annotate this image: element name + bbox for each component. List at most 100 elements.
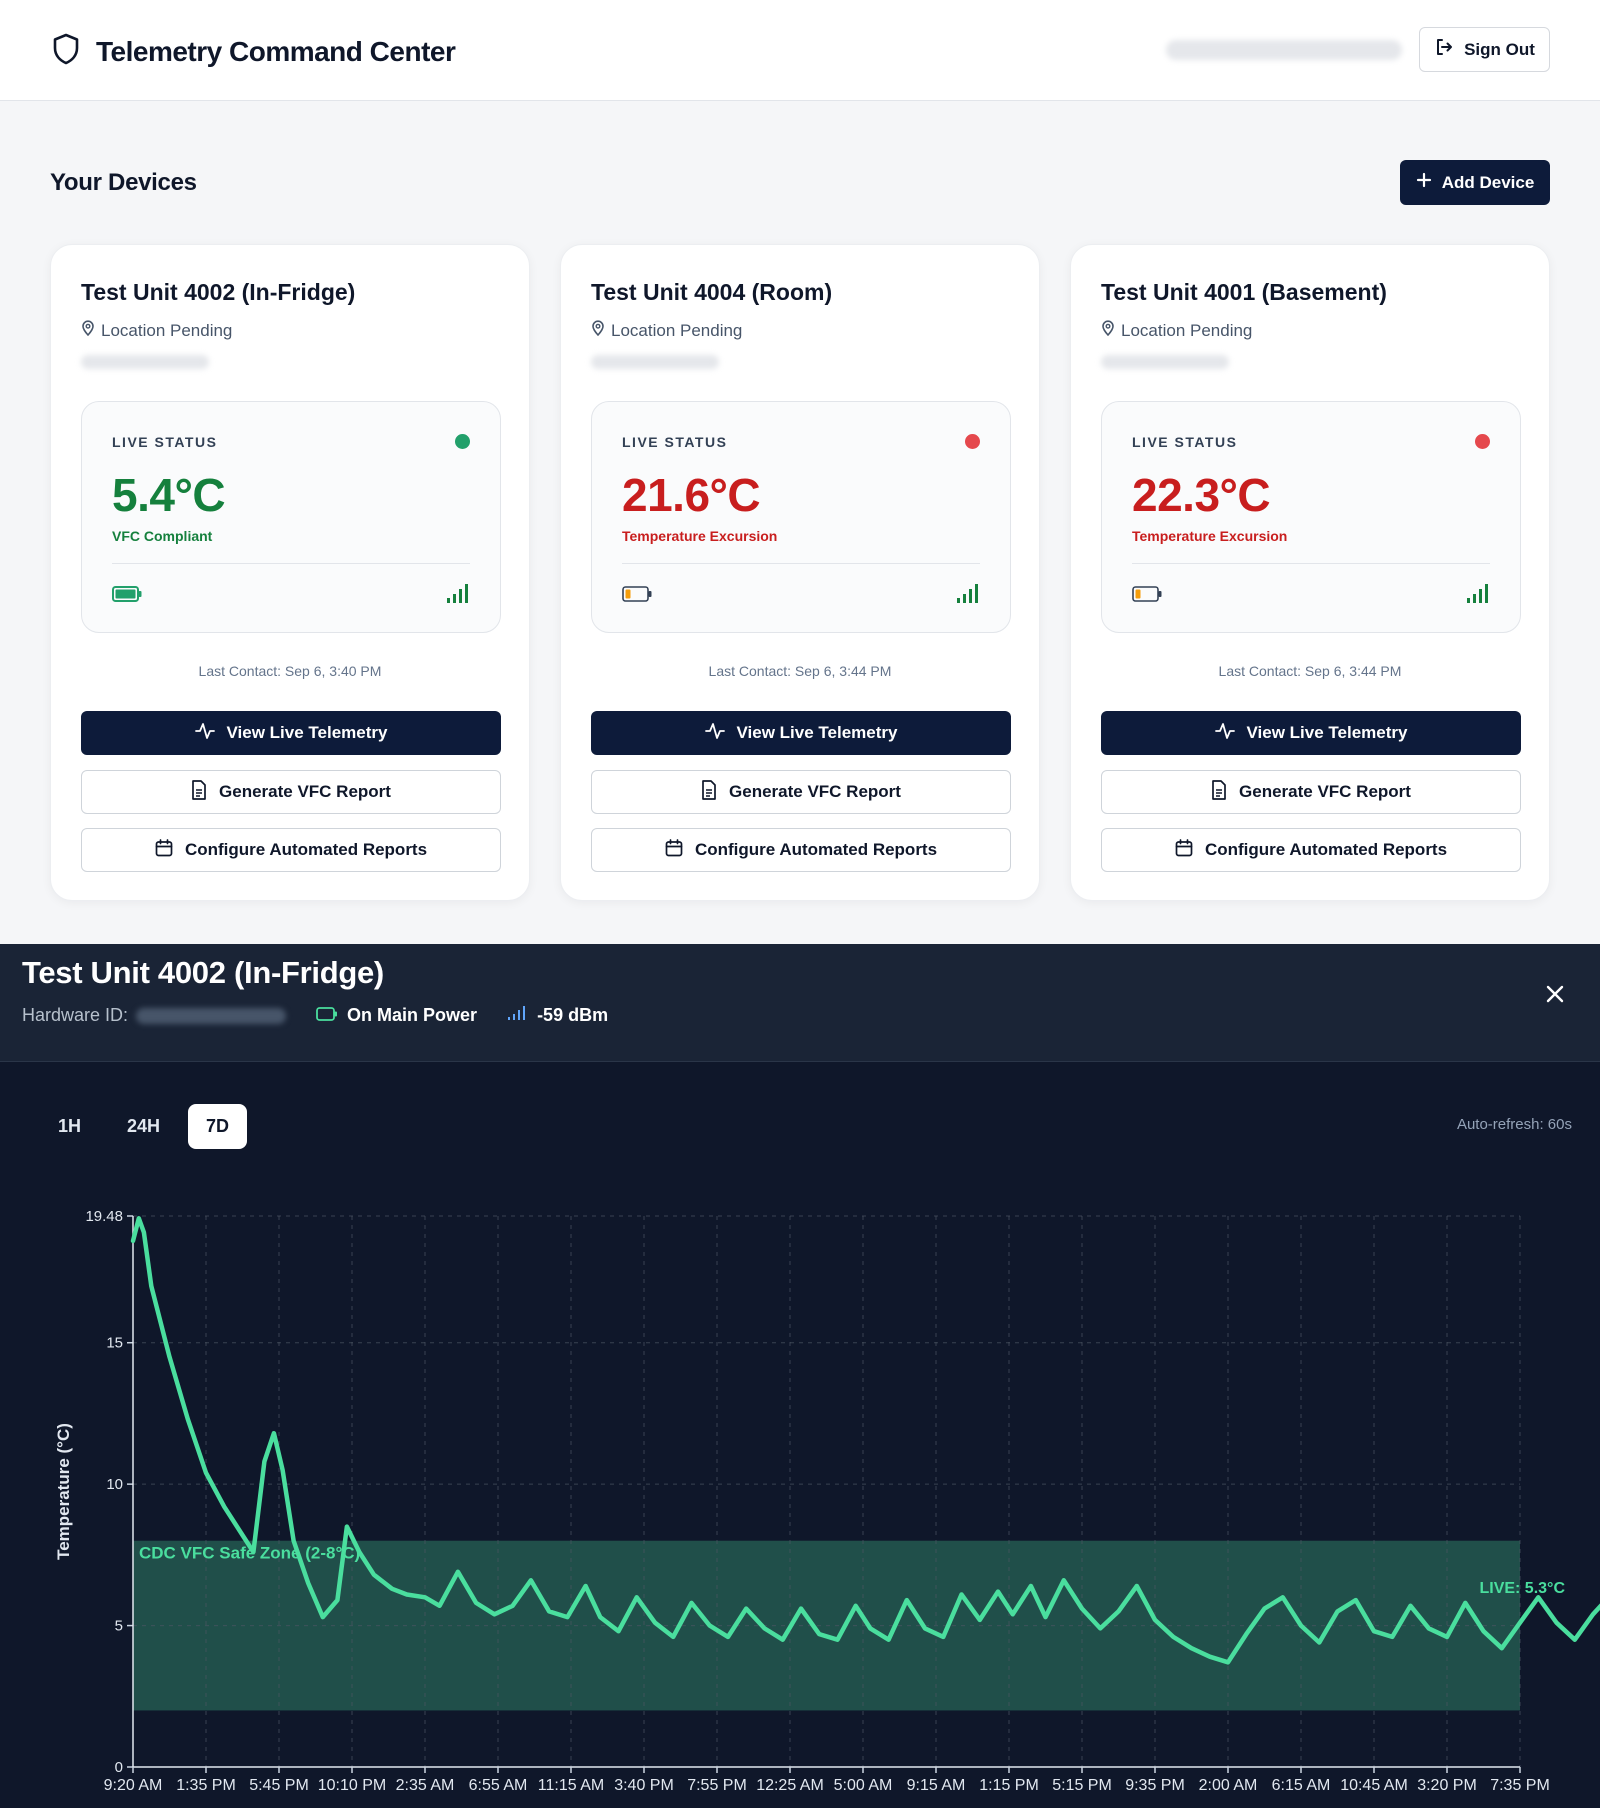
config-label: Configure Automated Reports <box>184 840 428 859</box>
x-tick-label: 3:20 PM <box>1417 1777 1477 1794</box>
add-device-label: Add Device <box>1441 172 1535 192</box>
configure-automated-reports-button[interactable]: Configure Automated Reports <box>1101 828 1521 872</box>
live-status-panel: LIVE STATUS 5.4°C VFC Compliant <box>81 401 501 633</box>
calendar-icon <box>1175 838 1193 862</box>
hardware-id-label: Hardware ID: <box>22 1005 129 1025</box>
telemetry-device-name: Test Unit 4002 (In-Fridge) <box>22 955 384 990</box>
battery-full-icon <box>112 586 142 607</box>
y-tick-label: 10 <box>106 1476 123 1493</box>
y-tick-label: 19.48 <box>85 1208 123 1225</box>
x-tick-label: 10:45 AM <box>1340 1777 1408 1794</box>
safe-zone-label: CDC VFC Safe Zone (2-8°C) <box>139 1544 360 1563</box>
map-pin-icon <box>1101 320 1115 341</box>
telemetry-meta: Hardware ID: On Main Power -59 dBm <box>22 1005 608 1026</box>
section-title: Your Devices <box>50 169 197 196</box>
status-dot-icon <box>1475 434 1490 449</box>
divider <box>1132 563 1490 564</box>
y-tick-label: 5 <box>115 1618 123 1635</box>
battery-low-icon <box>622 586 652 607</box>
signal-strength-icon <box>507 1005 527 1026</box>
battery-low-icon <box>1132 586 1162 607</box>
calendar-icon <box>665 838 683 862</box>
y-axis-title: Temperature (°C) <box>54 1423 73 1560</box>
file-text-icon <box>1211 779 1227 805</box>
y-tick-label: 15 <box>106 1335 123 1352</box>
activity-icon <box>194 722 215 745</box>
x-tick-label: 9:35 PM <box>1125 1777 1185 1794</box>
report-label: Generate VFC Report <box>729 782 901 801</box>
x-tick-label: 7:35 PM <box>1490 1777 1550 1794</box>
file-text-icon <box>701 779 717 805</box>
view-live-telemetry-button[interactable]: View Live Telemetry <box>591 711 1011 755</box>
configure-automated-reports-button[interactable]: Configure Automated Reports <box>591 828 1011 872</box>
auto-refresh-label: Auto-refresh: 60s <box>1456 1116 1572 1133</box>
map-pin-icon <box>81 320 95 341</box>
x-tick-label: 11:15 AM <box>538 1777 604 1794</box>
x-tick-label: 10:10 PM <box>318 1777 386 1794</box>
live-status-panel: LIVE STATUS 21.6°C Temperature Excursion <box>591 401 1011 633</box>
tab-1h[interactable]: 1H <box>58 1116 82 1136</box>
calendar-icon <box>155 838 173 862</box>
divider <box>622 563 980 564</box>
signal-strength-icon <box>1466 582 1490 609</box>
device-name: Test Unit 4004 (Room) <box>591 279 833 305</box>
temperature-reading: 5.4°C <box>112 469 226 521</box>
x-tick-label: 2:35 AM <box>396 1777 455 1794</box>
x-tick-label: 5:45 PM <box>249 1777 309 1794</box>
configure-automated-reports-button[interactable]: Configure Automated Reports <box>81 828 501 872</box>
view-telemetry-label: View Live Telemetry <box>1246 723 1408 742</box>
view-live-telemetry-button[interactable]: View Live Telemetry <box>81 711 501 755</box>
config-label: Configure Automated Reports <box>694 840 938 859</box>
temperature-reading: 21.6°C <box>622 469 761 521</box>
x-tick-label: 1:35 PM <box>176 1777 236 1794</box>
compliance-status: Temperature Excursion <box>1132 528 1288 544</box>
temperature-chart: 0 5 10 15 19.48 9:20 AM 1:35 PM 5:45 PM 10:10 PM… <box>54 1208 1600 1794</box>
x-tick-label: 6:55 AM <box>469 1777 528 1794</box>
x-tick-label: 1:15 PM <box>979 1777 1039 1794</box>
view-telemetry-label: View Live Telemetry <box>736 723 898 742</box>
device-card: Test Unit 4004 (Room) Location Pending L… <box>560 244 1040 901</box>
add-device-button[interactable]: Add Device <box>1400 160 1550 205</box>
last-contact: Last Contact: Sep 6, 3:44 PM <box>1218 663 1402 679</box>
temperature-line <box>130 1216 1600 1665</box>
live-value-label: LIVE: 5.3°C <box>1479 1580 1565 1597</box>
telemetry-header: Test Unit 4002 (In-Fridge) Hardware ID: … <box>0 944 1600 1062</box>
x-tick-label: 2:00 AM <box>1199 1777 1258 1794</box>
generate-vfc-report-button[interactable]: Generate VFC Report <box>81 770 501 814</box>
battery-charging-icon <box>316 1005 338 1026</box>
view-live-telemetry-button[interactable]: View Live Telemetry <box>1101 711 1521 755</box>
report-label: Generate VFC Report <box>1239 782 1411 801</box>
signal-strength-icon <box>956 582 980 609</box>
plus-icon <box>1416 172 1432 193</box>
tab-24h[interactable]: 24H <box>127 1116 161 1136</box>
device-card: Test Unit 4001 (Basement) Location Pendi… <box>1070 244 1550 901</box>
compliance-status: VFC Compliant <box>112 528 213 544</box>
hardware-id-redacted <box>136 1007 287 1024</box>
view-telemetry-label: View Live Telemetry <box>226 723 388 742</box>
hardware-id-redacted <box>81 355 209 369</box>
last-contact: Last Contact: Sep 6, 3:44 PM <box>708 663 892 679</box>
top-bar: Telemetry Command Center Sign Out <box>0 0 1600 101</box>
hardware-id-redacted <box>591 355 719 369</box>
hardware-id-redacted <box>1101 355 1229 369</box>
compliance-status: Temperature Excursion <box>622 528 778 544</box>
x-tick-label: 3:40 PM <box>614 1777 674 1794</box>
brand: Telemetry Command Center <box>52 33 456 70</box>
x-tick-label: 5:15 PM <box>1052 1777 1112 1794</box>
generate-vfc-report-button[interactable]: Generate VFC Report <box>591 770 1011 814</box>
device-name: Test Unit 4002 (In-Fridge) <box>81 279 356 305</box>
device-location: Location Pending <box>591 320 742 341</box>
telemetry-panel: Test Unit 4002 (In-Fridge) Hardware ID: … <box>0 944 1600 1808</box>
x-tick-label: 5:00 AM <box>834 1777 893 1794</box>
status-dot-icon <box>455 434 470 449</box>
activity-icon <box>704 722 725 745</box>
activity-icon <box>1214 722 1235 745</box>
app-title: Telemetry Command Center <box>96 35 456 67</box>
generate-vfc-report-button[interactable]: Generate VFC Report <box>1101 770 1521 814</box>
status-label: LIVE STATUS <box>1132 434 1238 450</box>
close-icon[interactable] <box>1541 980 1569 1008</box>
status-label: LIVE STATUS <box>622 434 728 450</box>
sign-out-button[interactable]: Sign Out <box>1419 27 1550 72</box>
power-status: On Main Power <box>316 1005 477 1026</box>
tab-7d[interactable]: 7D <box>188 1104 248 1149</box>
